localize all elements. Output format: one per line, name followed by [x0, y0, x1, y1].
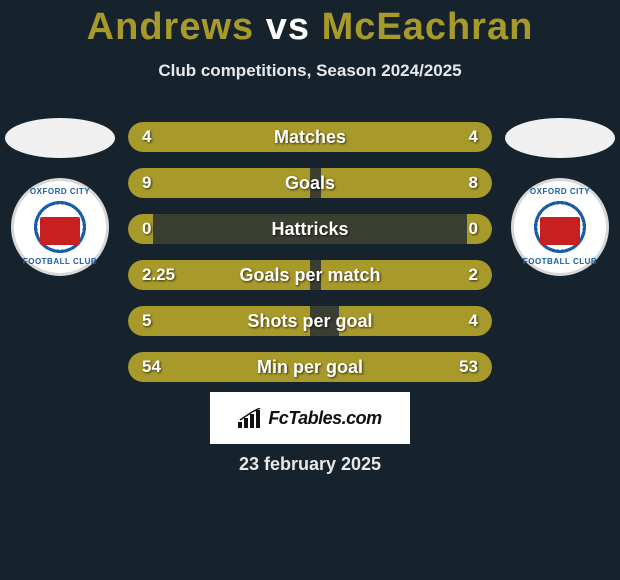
- fctables-logo-icon: [238, 408, 264, 428]
- player1-photo: [5, 118, 115, 158]
- stat-row: Matches4 4: [128, 122, 492, 152]
- stat-row: Goals9 8: [128, 168, 492, 198]
- stat-row: Shots per goal5 4: [128, 306, 492, 336]
- stat-value-right: 2: [469, 260, 478, 290]
- club-badge-text-top: OXFORD CITY: [530, 187, 590, 196]
- stat-row: Goals per match2.25 2: [128, 260, 492, 290]
- club-badge-text-top: OXFORD CITY: [30, 187, 90, 196]
- branding-inner: FcTables.com: [238, 408, 381, 429]
- branding-text: FcTables.com: [268, 408, 381, 429]
- player1-club-badge: OXFORD CITY FOOTBALL CLUB: [11, 178, 109, 276]
- stat-row: Hattricks0 0: [128, 214, 492, 244]
- title-vs: vs: [266, 6, 310, 48]
- stat-value-right: 4: [469, 306, 478, 336]
- club-badge-text-bot: FOOTBALL CLUB: [23, 257, 97, 266]
- stat-label: Min per goal: [128, 352, 492, 382]
- player2-club-badge: OXFORD CITY FOOTBALL CLUB: [511, 178, 609, 276]
- stat-label: Goals per match: [128, 260, 492, 290]
- stat-value-right: 0: [469, 214, 478, 244]
- title-player1: Andrews: [87, 6, 254, 48]
- player-left-panel: OXFORD CITY FOOTBALL CLUB: [0, 118, 120, 276]
- stat-label: Goals: [128, 168, 492, 198]
- stat-label: Shots per goal: [128, 306, 492, 336]
- stat-value-left: 2.25: [142, 260, 175, 290]
- page-title: Andrews vs McEachran: [0, 0, 620, 49]
- stat-value-right: 53: [459, 352, 478, 382]
- stat-value-left: 54: [142, 352, 161, 382]
- stat-value-left: 9: [142, 168, 151, 198]
- branding-box: FcTables.com: [210, 392, 410, 444]
- stats-panel: Matches44Goals98Hattricks00Goals per mat…: [128, 122, 492, 398]
- stat-value-left: 4: [142, 122, 151, 152]
- stat-label: Hattricks: [128, 214, 492, 244]
- stat-label: Matches: [128, 122, 492, 152]
- subtitle: Club competitions, Season 2024/2025: [0, 61, 620, 81]
- stat-value-right: 4: [469, 122, 478, 152]
- stat-value-left: 0: [142, 214, 151, 244]
- player2-photo: [505, 118, 615, 158]
- stat-value-left: 5: [142, 306, 151, 336]
- date-label: 23 february 2025: [0, 454, 620, 475]
- title-player2: McEachran: [322, 6, 534, 48]
- club-badge-text-bot: FOOTBALL CLUB: [523, 257, 597, 266]
- player-right-panel: OXFORD CITY FOOTBALL CLUB: [500, 118, 620, 276]
- stat-value-right: 8: [469, 168, 478, 198]
- stat-row: Min per goal54 53: [128, 352, 492, 382]
